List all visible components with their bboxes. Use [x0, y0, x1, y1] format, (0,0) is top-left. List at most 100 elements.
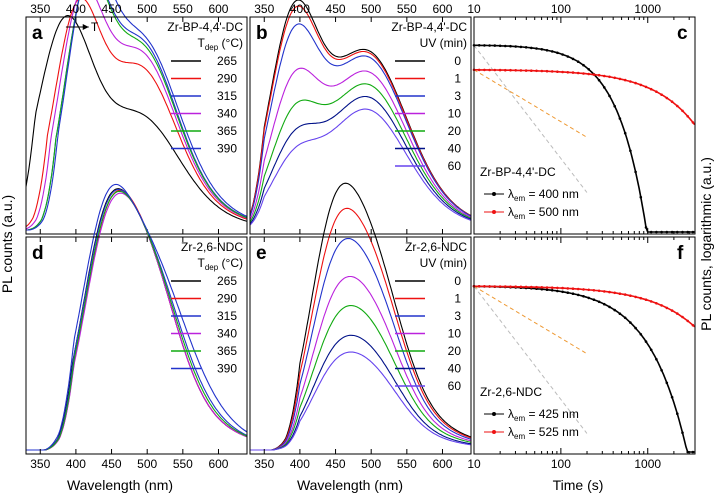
- data-point-f: [514, 285, 517, 289]
- legend-label-e: 0: [454, 274, 461, 288]
- legend-value: = 400 nm: [525, 187, 579, 201]
- data-point-f: [618, 292, 622, 296]
- legend-label-a: 390: [217, 142, 237, 156]
- data-point-f: [603, 302, 606, 306]
- tick-label-a: 600: [208, 2, 228, 16]
- panel-e: 350 400 450 500 550 600 e Zr-2,6-NDC UV (min) 0 1 3…: [249, 182, 472, 471]
- data-point-c: [493, 68, 497, 72]
- data-point-f: [629, 294, 632, 298]
- data-point-f: [556, 289, 559, 293]
- data-point-c: [509, 44, 512, 48]
- data-point-f: [483, 285, 486, 288]
- data-point-f: [524, 285, 528, 289]
- tick-label-a: 500: [137, 2, 157, 16]
- legend-value: = 500 nm: [525, 205, 579, 219]
- legend-title-unit: (°C): [218, 36, 243, 50]
- data-point-c: [670, 100, 674, 103]
- data-point-f: [665, 306, 669, 310]
- data-point-c: [644, 85, 648, 89]
- data-point-c: [644, 226, 648, 229]
- data-point-f: [660, 304, 663, 307]
- data-point-c: [571, 57, 575, 61]
- legend-label-a: 340: [217, 107, 237, 121]
- series-line-e-20: [250, 304, 472, 451]
- data-point-c: [524, 46, 528, 49]
- data-point-c: [488, 68, 491, 72]
- legend-marker-f: [492, 430, 496, 434]
- legend-label-f: λem = 425 nm: [508, 407, 579, 423]
- fit-dashed-c: [473, 69, 588, 138]
- data-point-c: [592, 73, 596, 76]
- data-point-c: [582, 63, 585, 67]
- data-point-f: [618, 312, 622, 316]
- legend-label-b: 10: [448, 107, 462, 121]
- sample-name-f: Zr-2,6-NDC: [480, 385, 542, 399]
- arrow-head: [82, 24, 89, 30]
- data-point-c: [603, 74, 606, 78]
- data-point-c: [681, 230, 684, 234]
- legend-title-main: T: [198, 256, 206, 270]
- data-point-f: [498, 285, 502, 288]
- tick-label-f: 100: [551, 457, 571, 471]
- data-point-f: [655, 358, 658, 361]
- frame-b: [249, 16, 472, 235]
- tick-label-a: 550: [173, 2, 193, 16]
- tick-label-e: 450: [326, 457, 346, 471]
- data-point-c: [514, 69, 517, 72]
- legend-label-d: 315: [217, 309, 237, 323]
- data-point-c: [483, 44, 486, 47]
- data-point-c: [556, 70, 559, 73]
- data-point-c: [540, 69, 544, 73]
- frame-d: [25, 236, 248, 455]
- tick-label-b: 600: [432, 2, 452, 16]
- panel-letter-c: c: [677, 23, 688, 44]
- data-point-f: [649, 300, 653, 303]
- data-point-f: [670, 395, 674, 399]
- data-point-c: [587, 68, 590, 71]
- series-line-e-1: [250, 207, 472, 451]
- tick-label-a: 450: [102, 2, 122, 16]
- data-point-c: [618, 77, 622, 81]
- data-point-f: [676, 412, 679, 416]
- tick-label-f: 10: [467, 457, 481, 471]
- decay-line-c-1: [474, 69, 696, 126]
- data-point-c: [561, 70, 564, 74]
- legend-label-e: 40: [448, 362, 462, 376]
- data-point-c: [639, 195, 643, 199]
- tick-label-d: 550: [173, 457, 193, 471]
- legend-title-main: T: [198, 36, 206, 50]
- data-point-c: [681, 109, 684, 113]
- legend-value: = 525 nm: [525, 425, 579, 439]
- data-point-c: [670, 230, 674, 234]
- data-point-c: [509, 68, 512, 72]
- data-point-c: [660, 230, 663, 234]
- data-point-f: [608, 305, 611, 309]
- legend-label-b: 0: [454, 54, 461, 68]
- data-point-c: [649, 230, 653, 234]
- tick-label-e: 400: [290, 457, 310, 471]
- data-point-f: [623, 293, 627, 296]
- series-line-a-365: [26, 0, 248, 231]
- data-point-c: [477, 68, 481, 72]
- data-point-f: [681, 315, 684, 319]
- data-point-c: [608, 94, 611, 98]
- data-point-f: [634, 295, 637, 299]
- data-point-f: [571, 287, 575, 291]
- series-line-e-40: [250, 334, 472, 451]
- data-point-c: [483, 68, 486, 72]
- data-point-c: [561, 53, 564, 56]
- data-point-c: [556, 51, 559, 55]
- data-point-c: [634, 170, 637, 174]
- data-point-c: [576, 60, 580, 63]
- data-point-f: [566, 287, 570, 290]
- legend-title-a: Tdep (°C): [198, 36, 244, 52]
- data-point-f: [545, 286, 549, 289]
- data-point-f: [504, 285, 507, 288]
- legend-label-d: 290: [217, 292, 237, 306]
- x-axis-label-a-d: Wavelength (nm): [67, 477, 173, 493]
- legend-title-unit: (°C): [218, 256, 243, 270]
- data-point-c: [540, 48, 544, 51]
- data-point-f: [686, 319, 689, 323]
